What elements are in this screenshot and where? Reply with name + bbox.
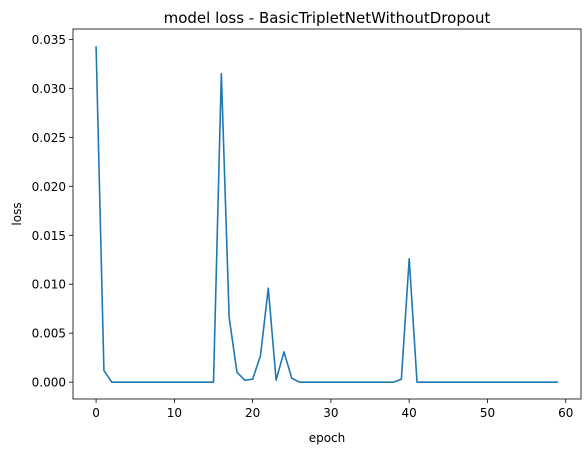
y-axis-label: loss (10, 202, 24, 225)
data-point (329, 381, 332, 384)
data-point (337, 381, 340, 384)
plot-frame (72, 28, 582, 400)
data-point (126, 381, 129, 384)
line-layer (95, 45, 559, 384)
x-tick-label: 20 (245, 406, 260, 420)
y-tick-label: 0.015 (32, 229, 66, 243)
data-point (314, 381, 317, 384)
data-point (416, 381, 419, 384)
plot-area (73, 29, 581, 399)
data-point (369, 381, 372, 384)
data-point (282, 350, 285, 353)
data-point (509, 381, 512, 384)
data-point (181, 381, 184, 384)
data-point (494, 381, 497, 384)
data-point (189, 381, 192, 384)
data-point (235, 371, 238, 374)
data-point (134, 381, 137, 384)
data-point (243, 379, 246, 382)
x-tick-label: 60 (558, 406, 573, 420)
y-tick-label: 0.020 (32, 180, 66, 194)
chart-title: model loss - BasicTripletNetWithoutDropo… (164, 9, 491, 27)
data-point (455, 381, 458, 384)
data-point (408, 257, 411, 260)
data-point (392, 381, 395, 384)
data-point (361, 381, 364, 384)
data-point (142, 381, 145, 384)
data-point (165, 381, 168, 384)
y-tick-label: 0.010 (32, 278, 66, 292)
data-point (502, 381, 505, 384)
data-point (541, 381, 544, 384)
data-point (322, 381, 325, 384)
data-point (439, 381, 442, 384)
y-tick-label: 0.030 (32, 82, 66, 96)
x-tick-label: 30 (323, 406, 338, 420)
data-point (212, 381, 215, 384)
y-tick-label: 0.025 (32, 131, 66, 145)
data-point (353, 381, 356, 384)
data-point (259, 354, 262, 357)
y-axis-ticks: 0.000 0.005 0.010 0.015 0.020 0.025 0.030 0.035 (32, 33, 73, 390)
data-point (204, 381, 207, 384)
data-point (290, 377, 293, 380)
data-point (157, 381, 160, 384)
data-point (196, 381, 199, 384)
data-point (149, 381, 152, 384)
data-point (110, 381, 113, 384)
y-tick-label: 0.005 (32, 327, 66, 341)
data-point (345, 381, 348, 384)
data-point (275, 379, 278, 382)
y-tick-label: 0.000 (32, 376, 66, 390)
data-point (517, 381, 520, 384)
data-point (556, 381, 559, 384)
data-point (118, 381, 121, 384)
data-point (478, 381, 481, 384)
data-point (447, 381, 450, 384)
data-point (228, 316, 231, 319)
x-axis-ticks: 0 10 20 30 40 50 60 (92, 399, 573, 420)
data-point (533, 381, 536, 384)
series-line-0 (95, 46, 558, 383)
x-tick-label: 50 (480, 406, 495, 420)
x-tick-label: 10 (167, 406, 182, 420)
x-tick-label: 0 (92, 406, 100, 420)
data-point (220, 72, 223, 75)
data-point (173, 381, 176, 384)
x-axis-label: epoch (309, 431, 346, 445)
data-point (251, 378, 254, 381)
data-point (462, 381, 465, 384)
data-point (431, 381, 434, 384)
data-point (549, 381, 552, 384)
data-point (470, 381, 473, 384)
data-point (376, 381, 379, 384)
y-tick-label: 0.035 (32, 33, 66, 47)
data-point (306, 381, 309, 384)
data-point (95, 45, 98, 48)
data-point (298, 381, 301, 384)
data-point (400, 378, 403, 381)
data-point (486, 381, 489, 384)
data-point (423, 381, 426, 384)
data-point (267, 287, 270, 290)
x-tick-label: 40 (402, 406, 417, 420)
data-point (102, 369, 105, 372)
data-point (525, 381, 528, 384)
data-point (384, 381, 387, 384)
